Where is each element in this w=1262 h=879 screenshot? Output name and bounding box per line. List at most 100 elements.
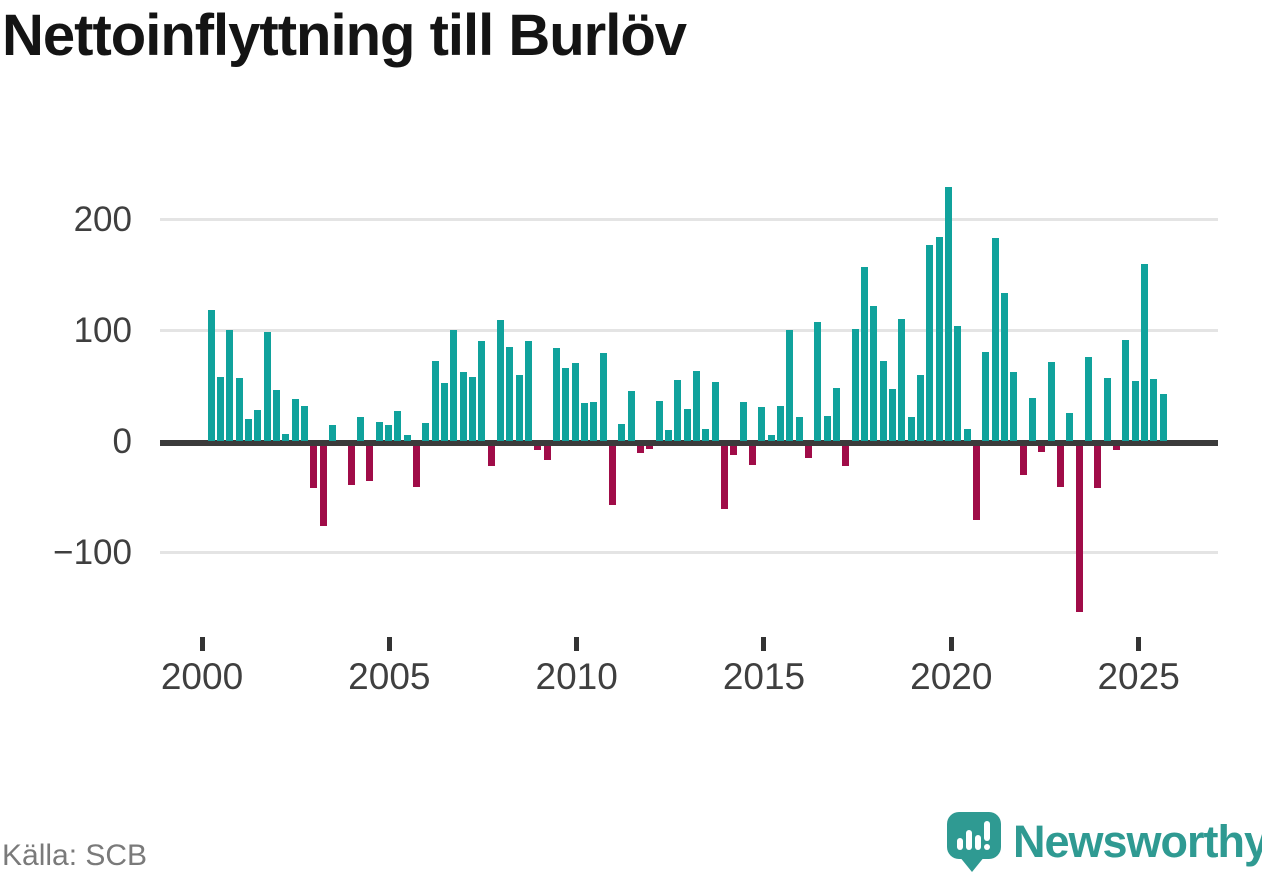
- bar-2017-q2: [851, 329, 859, 441]
- y-axis-label-100: 100: [73, 311, 132, 351]
- bar-2019-q1: [916, 374, 924, 441]
- bar-2010-q2: [590, 402, 598, 441]
- bar-2024-q1: [1103, 377, 1111, 441]
- bar-2005-q3: [412, 446, 420, 487]
- bar-2018-q3: [898, 319, 906, 441]
- bar-2017-q3: [860, 267, 868, 441]
- bar-2008-q4: [534, 446, 542, 451]
- newsworthy-logo: Newsworthy: [945, 810, 1262, 876]
- bar-2011-q3: [636, 446, 644, 453]
- source-note: Källa: SCB: [2, 839, 148, 872]
- bar-2015-q2: [776, 405, 784, 441]
- x-axis-tick-2025: [1136, 637, 1142, 651]
- bar-2025-q2: [1150, 378, 1158, 441]
- bar-2011-q4: [646, 446, 654, 450]
- bar-2004-q2: [366, 446, 374, 482]
- bar-2000-q4: [235, 377, 243, 441]
- bar-2009-q4: [571, 363, 579, 441]
- bar-2013-q4: [720, 446, 728, 510]
- bar-2023-q1: [1066, 413, 1074, 441]
- x-axis-label-2025: 2025: [1097, 656, 1180, 697]
- x-axis-label-2005: 2005: [348, 656, 431, 697]
- bar-2013-q2: [702, 428, 710, 441]
- logo-chart-bar-1: [957, 838, 963, 850]
- x-axis-label-2010: 2010: [535, 656, 618, 697]
- bar-2016-q4: [832, 387, 840, 441]
- zero-axis-line: [160, 440, 1218, 446]
- bar-2020-q2: [963, 428, 971, 441]
- bar-2023-q3: [1084, 356, 1092, 441]
- bar-2016-q3: [823, 415, 831, 441]
- bar-2007-q1: [468, 376, 476, 441]
- bar-2010-q4: [608, 446, 616, 505]
- x-axis-tick-2010: [574, 637, 580, 651]
- bar-2014-q4: [758, 406, 766, 441]
- x-axis-tick-2015: [761, 637, 767, 651]
- y-axis-label-0: 0: [112, 422, 132, 461]
- chart-title: Nettoinflyttning till Burlöv: [2, 3, 687, 68]
- bar-2012-q4: [683, 408, 691, 441]
- bar-2021-q3: [1010, 372, 1018, 441]
- bar-2020-q1: [954, 325, 962, 441]
- bar-2014-q2: [739, 402, 747, 441]
- bar-2006-q4: [459, 372, 467, 441]
- bar-2020-q4: [982, 352, 990, 441]
- bar-2004-q4: [384, 425, 392, 441]
- bar-2025-q1: [1140, 263, 1148, 441]
- x-axis-label-2015: 2015: [722, 656, 806, 697]
- bar-2008-q3: [524, 341, 532, 441]
- bar-2020-q3: [972, 446, 980, 521]
- gridline-200: [160, 218, 1218, 222]
- bar-2007-q2: [478, 341, 486, 441]
- bar-2006-q1: [431, 361, 439, 441]
- logo-exclamation-dot: [984, 844, 990, 850]
- logo-exclamation-stroke: [984, 821, 990, 841]
- bar-2010-q1: [580, 403, 588, 441]
- bar-2012-q1: [655, 401, 663, 441]
- bar-2013-q3: [711, 382, 719, 441]
- bar-2004-q1: [356, 416, 364, 441]
- bar-2011-q1: [618, 424, 626, 441]
- bar-2003-q1: [319, 446, 327, 526]
- bar-2005-q4: [422, 423, 430, 441]
- bar-2001-q3: [263, 332, 271, 441]
- bar-2022-q1: [1028, 397, 1036, 441]
- bar-2016-q1: [804, 446, 812, 459]
- bar-2001-q2: [254, 409, 262, 441]
- x-axis-tick-2005: [386, 637, 392, 651]
- bar-2019-q4: [944, 187, 952, 441]
- bar-2017-q4: [870, 305, 878, 441]
- speech-bubble-tail: [959, 856, 985, 872]
- bar-2002-q4: [310, 446, 318, 489]
- y-axis-label-200: 200: [73, 200, 132, 240]
- bar-2007-q4: [496, 320, 504, 441]
- bar-2024-q2: [1112, 446, 1120, 451]
- bar-2023-q4: [1094, 446, 1102, 489]
- bar-2012-q2: [664, 429, 672, 441]
- speech-bubble: [947, 812, 1001, 859]
- bar-2001-q1: [244, 418, 252, 441]
- bar-2015-q3: [786, 330, 794, 441]
- x-axis-tick-2020: [948, 637, 954, 651]
- bar-2009-q2: [552, 347, 560, 441]
- logo-chart-bar-2: [966, 830, 972, 850]
- bar-2005-q2: [403, 435, 411, 441]
- bar-2016-q2: [814, 322, 822, 441]
- bar-2015-q1: [767, 435, 775, 441]
- bar-2007-q3: [487, 446, 495, 466]
- bar-2024-q3: [1122, 340, 1130, 441]
- bar-2018-q2: [888, 388, 896, 441]
- bar-2009-q3: [562, 367, 570, 441]
- bar-2013-q1: [692, 371, 700, 441]
- x-axis-tick-2000: [199, 637, 205, 651]
- bar-2017-q1: [842, 446, 850, 466]
- bar-2006-q3: [450, 330, 458, 441]
- bar-2021-q4: [1019, 446, 1027, 475]
- bar-2021-q2: [1000, 292, 1008, 441]
- logo-chart-bar-3: [975, 835, 981, 850]
- bar-2022-q3: [1047, 362, 1055, 441]
- bar-2005-q1: [394, 411, 402, 441]
- bar-2010-q3: [599, 353, 607, 441]
- x-axis-label-2000: 2000: [160, 656, 244, 697]
